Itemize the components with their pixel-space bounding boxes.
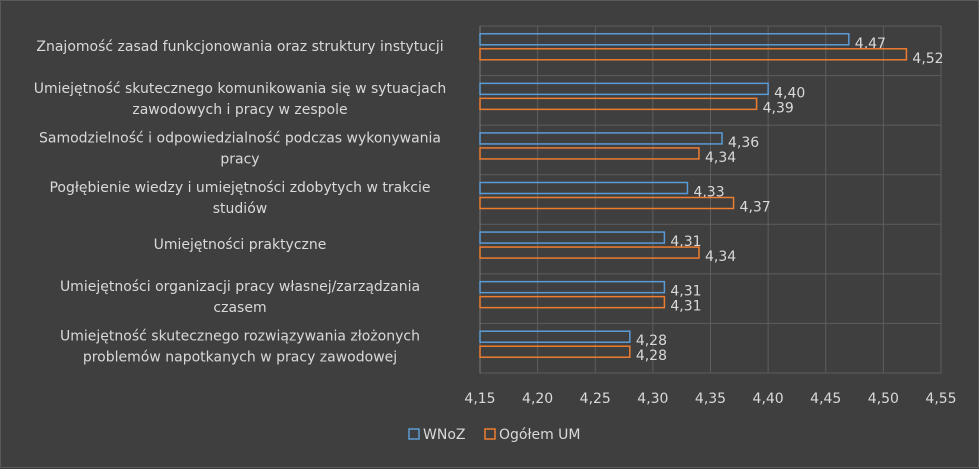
legend-label: WNoZ — [423, 427, 465, 443]
data-label: 4,31 — [670, 234, 701, 250]
data-label: 4,39 — [763, 100, 794, 116]
bar-wnoz — [479, 33, 850, 46]
data-label: 4,37 — [740, 200, 771, 216]
category-label: Znajomość zasad funkcjonowania oraz stru… — [36, 39, 443, 55]
bar-ogolem-um — [479, 295, 666, 309]
bar-ogolem-um — [479, 246, 700, 259]
data-label: 4,34 — [705, 249, 736, 265]
bar-ogolem-um — [479, 196, 735, 210]
category-label: Samodzielność i odpowiedzialność podczas… — [39, 130, 441, 167]
category-label: Umiejętności praktyczne — [154, 237, 327, 253]
bar-wnoz — [479, 280, 666, 294]
x-tick-label: 4,15 — [464, 391, 495, 407]
data-label: 4,52 — [912, 51, 943, 67]
bar-ogolem-um — [479, 147, 700, 160]
data-label: 4,36 — [728, 135, 759, 151]
data-label: 4,31 — [670, 299, 701, 315]
data-label: 4,40 — [774, 85, 805, 101]
x-tick-label: 4,45 — [810, 391, 841, 407]
bar-ogolem-um — [479, 48, 908, 61]
x-tick-label: 4,40 — [753, 391, 784, 407]
data-label: 4,28 — [636, 348, 667, 364]
x-tick-label: 4,55 — [925, 391, 956, 407]
bar-wnoz — [479, 231, 666, 244]
category-label: Pogłębienie wiedzy i umiejętności zdobyt… — [49, 180, 430, 217]
category-label: Umiejętności organizacji pracy własnej/z… — [60, 279, 420, 316]
bar-wnoz — [479, 330, 631, 343]
bar-wnoz — [479, 132, 723, 145]
x-tick-label: 4,25 — [580, 391, 611, 407]
legend-swatch — [408, 428, 420, 440]
x-tick-label: 4,20 — [522, 391, 553, 407]
bar-ogolem-um — [479, 97, 758, 111]
bar-wnoz — [479, 82, 769, 96]
data-label: 4,33 — [693, 185, 724, 201]
data-label: 4,28 — [636, 333, 667, 349]
x-tick-label: 4,30 — [637, 391, 668, 407]
x-tick-label: 4,35 — [695, 391, 726, 407]
legend-label: Ogółem UM — [499, 427, 580, 443]
data-label: 4,31 — [670, 284, 701, 300]
legend-swatch — [484, 428, 496, 440]
data-label: 4,34 — [705, 150, 736, 166]
category-label: Umiejętność skutecznego komunikowania si… — [34, 81, 447, 118]
category-label: Umiejętność skutecznego rozwiązywania zł… — [60, 329, 420, 366]
bar-ogolem-um — [479, 345, 631, 358]
bar-wnoz — [479, 181, 689, 195]
x-tick-label: 4,50 — [868, 391, 899, 407]
data-label: 4,47 — [855, 36, 886, 52]
